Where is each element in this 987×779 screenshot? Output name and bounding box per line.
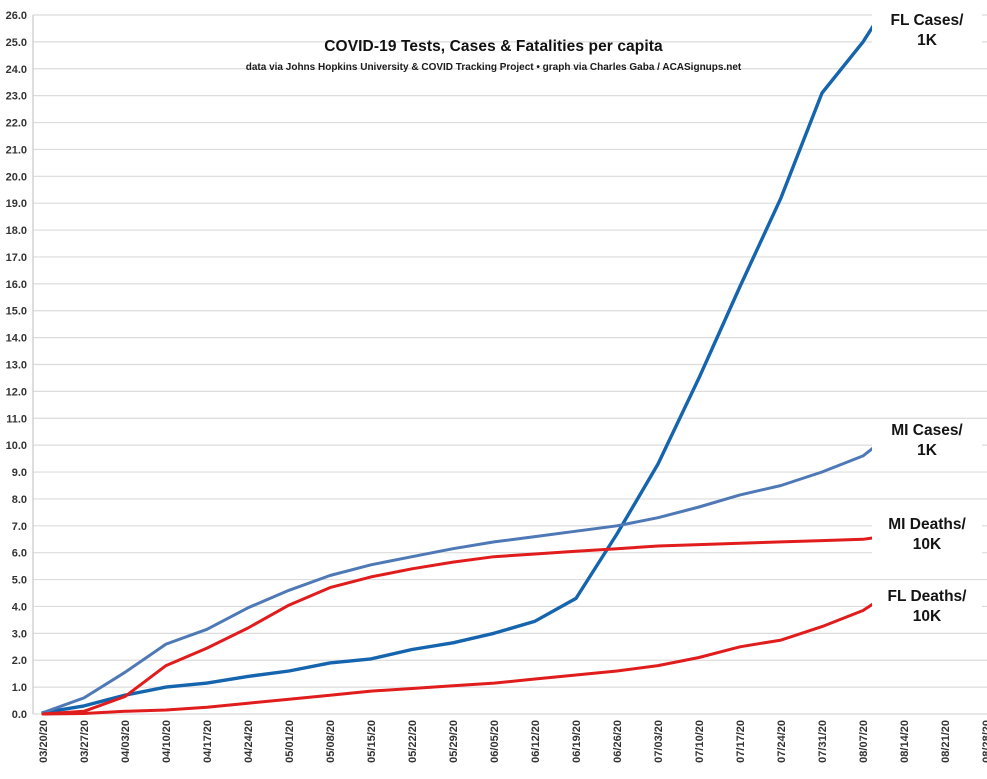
x-axis-tick-label: 07/03/20	[653, 720, 665, 763]
x-axis-tick-label: 08/28/20	[981, 720, 987, 763]
series-label-fl-cases-line2: 1K	[917, 31, 937, 49]
y-axis-tick-label: 17.0	[6, 252, 27, 264]
y-axis-tick-label: 3.0	[12, 628, 27, 640]
y-axis-tick-label: 7.0	[12, 521, 27, 533]
y-axis-tick-label: 4.0	[12, 601, 27, 613]
series-label-mi-deaths: MI Deaths/ 10K	[872, 514, 982, 555]
x-axis-tick-label: 04/17/20	[202, 720, 214, 763]
y-axis-tick-label: 15.0	[6, 306, 27, 318]
y-axis-tick-label: 14.0	[6, 333, 27, 345]
y-axis-tick-label: 10.0	[6, 440, 27, 452]
x-axis-tick-label: 07/10/20	[694, 720, 706, 763]
x-axis-tick-label: 04/03/20	[120, 720, 132, 763]
series-label-fl-deaths: FL Deaths/ 10K	[872, 586, 982, 627]
series-label-fl-deaths-line1: FL Deaths/	[887, 587, 967, 605]
series-label-mi-cases-line1: MI Cases/	[891, 421, 963, 439]
x-axis-tick-label: 06/12/20	[530, 720, 542, 763]
y-axis-tick-label: 13.0	[6, 360, 27, 372]
x-axis-tick-label: 05/08/20	[325, 720, 337, 763]
x-axis-tick-label: 06/19/20	[571, 720, 583, 763]
series-label-fl-cases-line1: FL Cases/	[890, 11, 964, 29]
x-axis-tick-label: 08/07/20	[858, 720, 870, 763]
y-axis-tick-label: 12.0	[6, 386, 27, 398]
x-axis-tick-label: 04/24/20	[243, 720, 255, 763]
chart-title: COVID-19 Tests, Cases & Fatalities per c…	[324, 38, 663, 55]
x-axis-tick-label: 08/21/20	[940, 720, 952, 763]
x-axis-tick-label: 05/22/20	[407, 720, 419, 763]
y-axis-tick-label: 1.0	[12, 682, 27, 694]
x-axis-tick-label: 07/17/20	[735, 720, 747, 763]
series-label-fl-cases: FL Cases/ 1K	[872, 10, 982, 51]
x-axis-tick-label: 07/24/20	[776, 720, 788, 763]
y-axis-tick-label: 5.0	[12, 575, 27, 587]
y-axis-tick-label: 23.0	[6, 91, 27, 103]
x-axis-tick-label: 07/31/20	[817, 720, 829, 763]
y-axis-tick-label: 16.0	[6, 279, 27, 291]
x-axis-tick-label: 03/20/20	[38, 720, 50, 763]
y-axis-tick-label: 9.0	[12, 467, 27, 479]
y-axis-tick-label: 8.0	[12, 494, 27, 506]
series-line-mi-deaths-10k	[41, 536, 875, 716]
y-axis-tick-label: 26.0	[6, 10, 27, 22]
series-label-mi-deaths-line2: 10K	[912, 535, 942, 553]
series-label-mi-cases-line2: 1K	[917, 441, 937, 459]
y-axis-tick-label: 20.0	[6, 171, 27, 183]
series-label-mi-cases: MI Cases/ 1K	[872, 420, 982, 461]
x-axis-tick-label: 06/05/20	[489, 720, 501, 763]
y-axis-tick-label: 22.0	[6, 118, 27, 130]
y-axis-tick-label: 2.0	[12, 655, 27, 667]
x-axis-tick-label: 03/27/20	[79, 720, 91, 763]
chart-subtitle: data via Johns Hopkins University & COVI…	[245, 62, 742, 73]
y-axis-tick-label: 0.0	[12, 709, 27, 721]
y-axis-tick-label: 21.0	[6, 144, 27, 156]
y-axis-tick-label: 24.0	[6, 64, 27, 76]
x-axis-tick-label: 06/26/20	[612, 720, 624, 763]
x-axis-tick-label: 04/10/20	[161, 720, 173, 763]
y-axis-tick-label: 19.0	[6, 198, 27, 210]
y-axis-tick-label: 11.0	[6, 413, 27, 425]
x-axis-tick-label: 05/15/20	[366, 720, 378, 763]
x-axis-tick-label: 08/14/20	[899, 720, 911, 763]
x-axis-tick-label: 05/29/20	[448, 720, 460, 763]
y-axis-tick-label: 6.0	[12, 548, 27, 560]
series-line-fl-deaths-10k	[41, 602, 875, 716]
series-label-fl-deaths-line2: 10K	[912, 607, 942, 625]
y-axis-tick-label: 25.0	[6, 37, 27, 49]
series-label-mi-deaths-line1: MI Deaths/	[888, 515, 966, 533]
series-line-mi-cases-1k	[41, 446, 875, 715]
x-axis-tick-label: 05/01/20	[284, 720, 296, 763]
y-axis-tick-label: 18.0	[6, 225, 27, 237]
series-line-fl-cases-1k	[41, 24, 875, 715]
